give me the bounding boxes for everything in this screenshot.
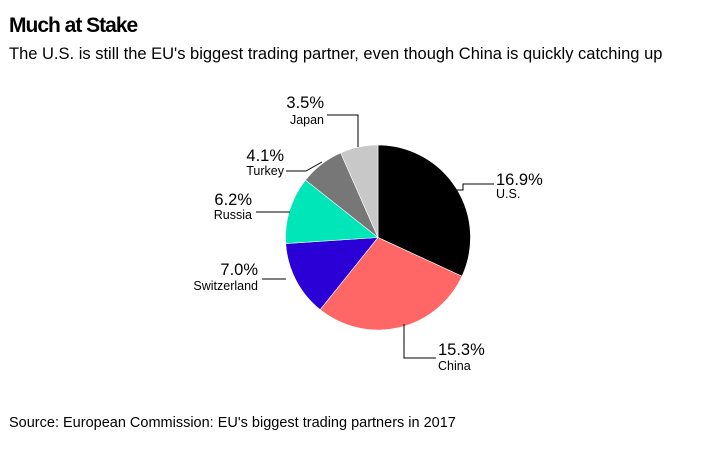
pie-slices	[285, 144, 471, 331]
pie-slice-russia	[285, 179, 379, 244]
chart-title: Much at Stake	[9, 14, 138, 37]
slice-value-russia: 6.2%	[214, 191, 252, 209]
chart-subtitle: The U.S. is still the EU's biggest tradi…	[9, 45, 663, 63]
leader-line-turkey	[286, 161, 323, 172]
slice-value-turkey: 4.1%	[246, 147, 284, 165]
leader-line-china	[403, 324, 436, 359]
pie-slice-china	[319, 237, 463, 331]
label-leader-lines	[256, 114, 494, 359]
pie-chart: 16.9%U.S. 15.3%China 7.0%Switzerland 6.2%Ru…	[193, 94, 543, 373]
leader-line-u-s	[438, 183, 494, 191]
slice-labels: 16.9%U.S. 15.3%China 7.0%Switzerland 6.2%Ru…	[193, 94, 543, 373]
slice-value-switzerland: 7.0%	[220, 261, 258, 279]
slice-label-china: China	[438, 359, 471, 373]
slice-label-russia: Russia	[214, 208, 252, 222]
source-note: Source: European Commission: EU's bigges…	[9, 415, 456, 431]
leader-line-japan	[327, 114, 359, 147]
slice-label-u-s: U.S.	[496, 187, 520, 201]
pie-slice-japan	[340, 144, 379, 238]
pie-slice-u-s	[377, 144, 471, 277]
slice-value-japan: 3.5%	[286, 94, 324, 112]
slice-label-japan: Japan	[290, 113, 324, 127]
slice-label-switzerland: Switzerland	[193, 279, 258, 293]
slice-label-turkey: Turkey	[246, 164, 284, 178]
pie-slice-switzerland	[285, 237, 379, 311]
slice-value-china: 15.3%	[438, 341, 485, 359]
slice-value-u-s: 16.9%	[496, 171, 543, 189]
